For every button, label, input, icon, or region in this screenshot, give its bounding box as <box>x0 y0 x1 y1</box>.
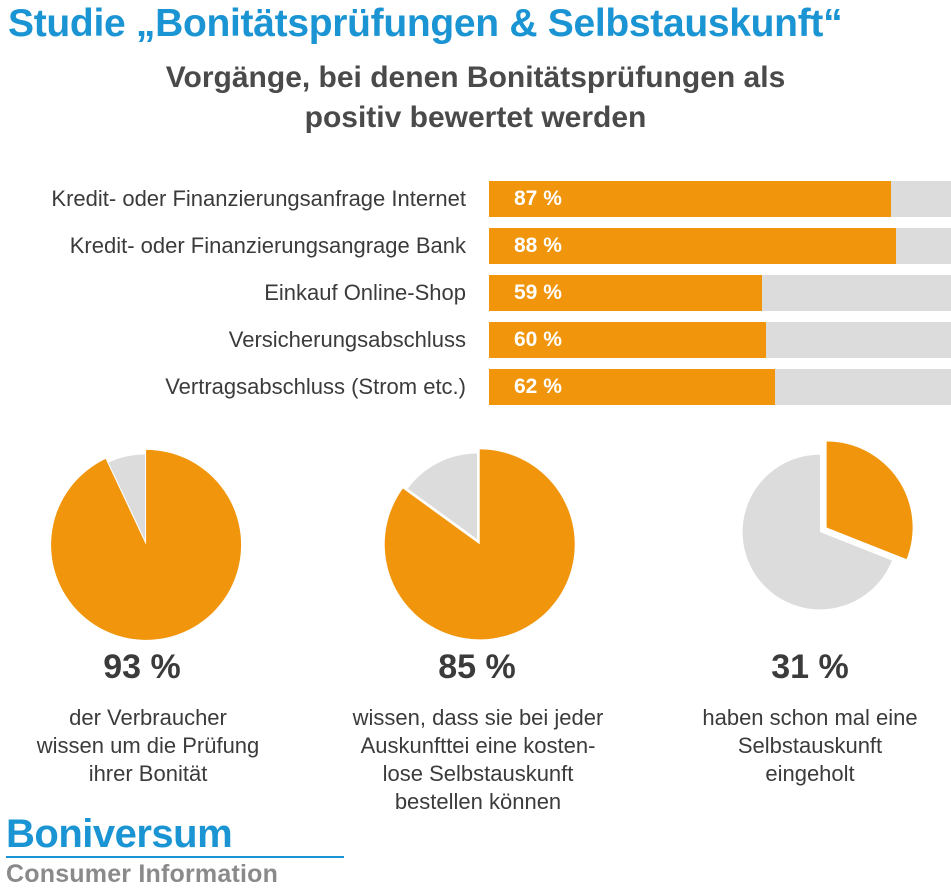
logo-divider <box>6 856 344 858</box>
bar <box>489 275 762 311</box>
logo-tagline: Consumer Information <box>6 860 279 888</box>
pie-slice-remainder <box>108 454 145 540</box>
pie-value-label: 31 % <box>771 648 849 686</box>
pie-slice-remainder <box>407 453 477 539</box>
bar-category-label: Einkauf Online-Shop <box>264 280 466 305</box>
pie-caption-line: haben schon mal eine <box>702 705 918 730</box>
bar-value-label: 60 % <box>514 328 562 351</box>
pie-caption-line: Selbstauskunft <box>737 733 883 758</box>
pie-value-label: 93 % <box>103 648 181 686</box>
pie-slice-value <box>51 449 242 640</box>
bar-value-label: 62 % <box>514 375 562 398</box>
pie-caption-line: eingeholt <box>765 761 855 786</box>
bar-track: 60 % <box>489 322 951 358</box>
pie-caption-line: der Verbraucher <box>69 705 227 730</box>
bar-track: 59 % <box>489 275 951 311</box>
subtitle-line-2: positiv bewertet werden <box>304 101 647 134</box>
chart-subtitle: Vorgänge, bei denen Bonitätsprüfungen al… <box>0 58 951 138</box>
bar-value-label: 59 % <box>514 281 562 304</box>
pie-caption-line: wissen um die Prüfung <box>36 733 260 758</box>
bar-value-label: 88 % <box>514 234 562 257</box>
pie-caption-line: bestellen können <box>394 789 562 814</box>
bar <box>489 369 776 405</box>
pie-slice-value <box>384 449 575 640</box>
pie-caption-line: lose Selbstauskunft <box>382 761 574 786</box>
pie-slice-remainder <box>742 454 892 610</box>
pie-value-label: 85 % <box>438 648 516 686</box>
bar-track: 88 % <box>489 228 951 264</box>
pie-chart <box>384 449 575 640</box>
logo-brand: Boniversum <box>6 812 233 856</box>
subtitle-line-1: Vorgänge, bei denen Bonitätsprüfungen al… <box>165 61 786 94</box>
pie-slice-value <box>826 441 913 560</box>
pie-caption: haben schon mal eine Selbstauskunft eing… <box>650 704 951 788</box>
pie-caption-line: wissen, dass sie bei jeder <box>352 705 604 730</box>
bar-category-label: Versicherungsabschluss <box>228 327 466 352</box>
bar-category-label: Kredit- oder Finanzierungsangrage Bank <box>69 233 466 258</box>
pie-chart <box>742 441 913 610</box>
bar <box>489 228 896 264</box>
pie-caption: wissen, dass sie bei jeder Auskunfttei e… <box>318 704 638 816</box>
bar-track: 62 % <box>489 369 951 405</box>
pie-caption: der Verbraucher wissen um die Prüfung ih… <box>0 704 308 788</box>
pie-caption-line: Auskunfttei eine kosten- <box>360 733 596 758</box>
bar-value-label: 87 % <box>514 187 562 210</box>
bar-track: 87 % <box>489 181 951 217</box>
bar-category-label: Vertragsabschluss (Strom etc.) <box>165 374 466 399</box>
page-title: Studie „Bonitätsprüfungen & Selbstauskun… <box>8 2 843 45</box>
bar <box>489 181 891 217</box>
pie-caption-line: ihrer Bonität <box>88 761 208 786</box>
pie-chart <box>51 449 242 640</box>
bar-category-label: Kredit- oder Finanzierungsanfrage Intern… <box>51 186 466 211</box>
bar <box>489 322 767 358</box>
